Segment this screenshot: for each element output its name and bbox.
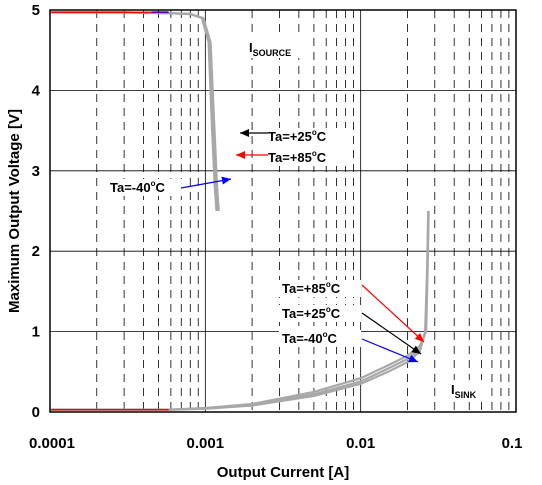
grid (50, 10, 516, 412)
annotation-background (265, 128, 347, 145)
x-tick-label: 0.001 (187, 435, 225, 452)
plot-frame (49, 9, 517, 413)
curves (50, 11, 430, 411)
x-tick-label: 0.1 (502, 435, 523, 452)
annotation-label: Ta=+85oC (268, 149, 327, 165)
annotation-label: Ta=+85oC (282, 280, 341, 296)
y-tick-label: 4 (32, 82, 41, 99)
annotation-arrowhead (236, 151, 245, 159)
annotation-arrowhead (414, 332, 424, 342)
annotation-arrowhead (221, 176, 231, 185)
x-axis-title: Output Current [A] (217, 464, 349, 481)
y-axis-title: Maximum Output Voltage [V] (6, 109, 23, 313)
annotation-arrowhead (240, 129, 249, 137)
annotation-background (246, 38, 306, 58)
y-tick-label: 2 (32, 243, 40, 260)
y-tick-label: 1 (32, 324, 40, 341)
annotation-label: Ta=+25oC (268, 128, 327, 144)
annotation-arrow (361, 338, 419, 363)
sink-current-label: ISINK (451, 382, 477, 400)
annotation-background (279, 305, 361, 322)
y-tick-label: 0 (32, 404, 40, 421)
annotation-label: Ta=-40oC (110, 179, 165, 195)
source-current-label: ISOURCE (249, 40, 291, 58)
tick-labels: 0.0001 0.001 0.01 0.1 0 1 2 3 4 5 (29, 2, 522, 452)
annotation-background (279, 280, 361, 297)
annotation-label: Ta=-40oC (282, 330, 337, 346)
annotation-background (279, 330, 361, 347)
annotation-background (265, 149, 347, 166)
annotation-arrow (361, 284, 425, 343)
annotation-background (107, 179, 189, 196)
annotation-arrow (361, 312, 422, 355)
annotations: Ta=+25oC Ta=+85oC Ta=-40oC Ta=+85oC Ta=+25oC… (107, 38, 490, 400)
annotation-label: Ta=+25oC (282, 305, 341, 321)
x-tick-label: 0.01 (346, 435, 375, 452)
annotation-background (448, 380, 490, 400)
y-tick-label: 5 (32, 2, 40, 19)
series-line (50, 210, 430, 411)
y-tick-label: 3 (32, 163, 40, 180)
x-tick-label: 0.0001 (29, 435, 75, 452)
annotation-arrowhead (411, 345, 421, 354)
annotation-arrowhead (408, 354, 418, 363)
series-line (50, 210, 430, 411)
